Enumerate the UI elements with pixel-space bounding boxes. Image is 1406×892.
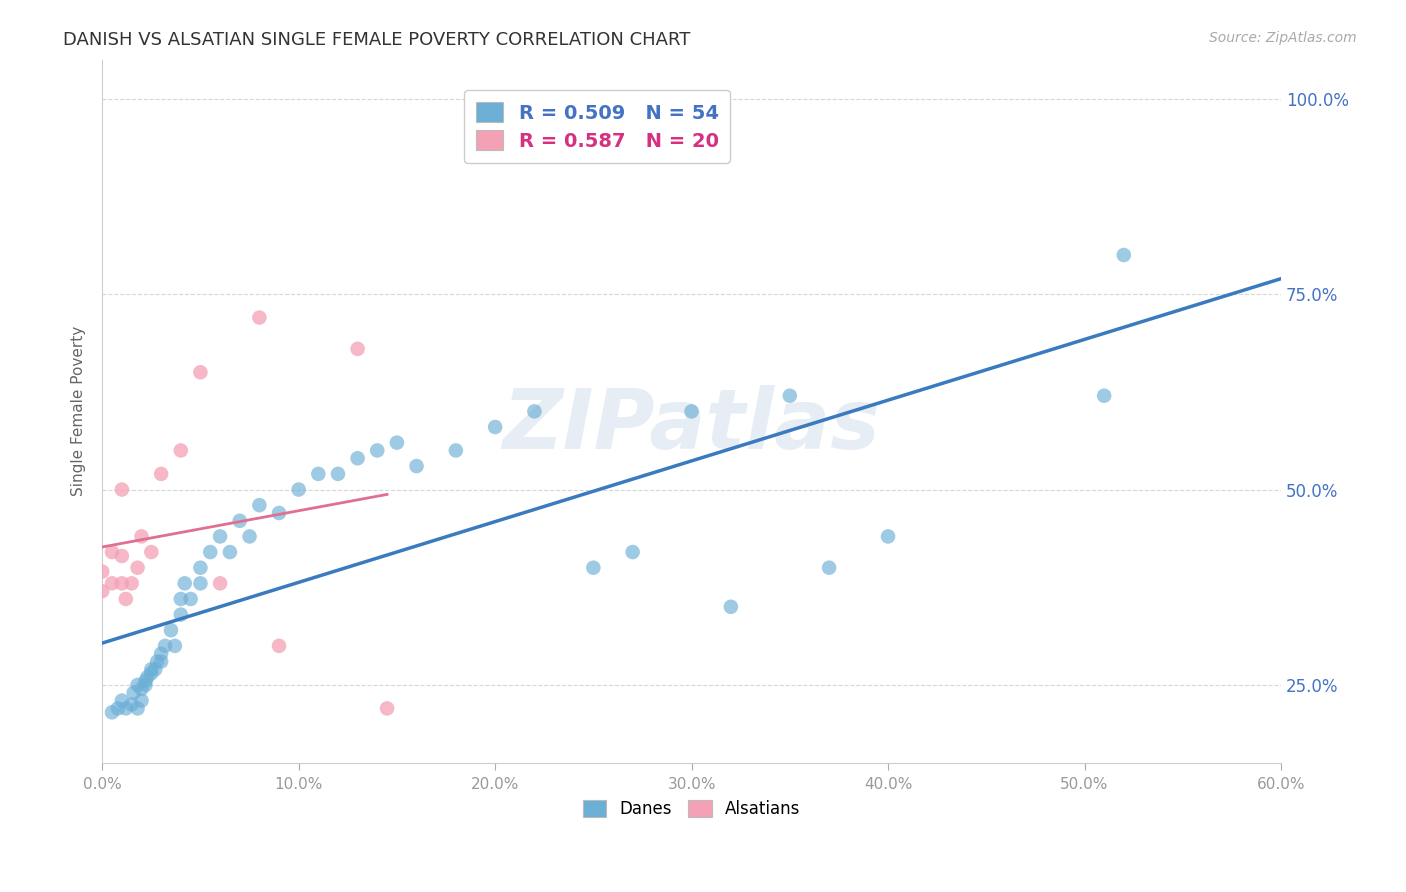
Point (190, 365, 212, 379)
Point (150, 647, 173, 661)
Point (779, 389, 801, 403)
Point (818, 560, 841, 574)
Point (114, 701, 136, 715)
Point (134, 674, 156, 689)
Point (209, 576, 232, 591)
Point (366, 443, 388, 458)
Point (346, 451, 368, 466)
Point (101, 576, 124, 591)
Text: DANISH VS ALSATIAN SINGLE FEMALE POVERTY CORRELATION CHART: DANISH VS ALSATIAN SINGLE FEMALE POVERTY… (63, 31, 690, 49)
Point (582, 560, 605, 574)
Point (190, 576, 212, 591)
Point (287, 483, 309, 497)
Point (209, 529, 232, 543)
Point (160, 624, 183, 638)
Point (111, 549, 134, 563)
Point (143, 662, 166, 676)
Point (247, 498, 270, 512)
Point (170, 591, 193, 606)
Point (111, 693, 134, 707)
Point (101, 706, 124, 720)
Point (163, 639, 186, 653)
Point (346, 342, 368, 356)
Point (91, 565, 114, 579)
Point (375, 701, 398, 715)
Point (1092, 389, 1115, 403)
Point (107, 701, 129, 715)
Point (385, 435, 408, 450)
Point (141, 545, 163, 559)
Point (146, 655, 169, 669)
Point (153, 639, 176, 653)
Point (131, 529, 153, 543)
Point (877, 529, 900, 543)
Point (136, 670, 159, 684)
Text: Source: ZipAtlas.com: Source: ZipAtlas.com (1209, 31, 1357, 45)
Point (131, 693, 153, 707)
Point (121, 698, 143, 712)
Point (180, 591, 202, 606)
Point (141, 662, 163, 676)
Point (247, 310, 270, 325)
Point (127, 560, 149, 574)
Point (111, 576, 134, 591)
Point (170, 443, 193, 458)
Point (170, 607, 193, 622)
Point (150, 655, 173, 669)
Point (134, 678, 156, 692)
Point (131, 681, 153, 696)
Point (484, 420, 506, 434)
Point (229, 514, 252, 528)
Point (141, 666, 163, 681)
Point (267, 506, 290, 520)
Point (1112, 248, 1135, 262)
Point (173, 576, 195, 591)
Point (621, 545, 644, 559)
Point (127, 701, 149, 715)
Point (267, 639, 290, 653)
Point (444, 443, 467, 458)
Point (121, 576, 143, 591)
Point (681, 404, 703, 418)
Point (405, 459, 427, 474)
Point (150, 467, 173, 481)
Point (200, 545, 222, 559)
Text: ZIPatlas: ZIPatlas (503, 385, 880, 466)
Point (720, 599, 742, 614)
Point (219, 545, 242, 559)
Point (101, 545, 124, 559)
Point (326, 467, 349, 481)
Point (127, 678, 149, 692)
Point (307, 467, 329, 481)
Point (91, 584, 114, 599)
Point (523, 404, 546, 418)
Legend: Danes, Alsatians: Danes, Alsatians (576, 794, 807, 825)
Point (238, 529, 260, 543)
Y-axis label: Single Female Poverty: Single Female Poverty (72, 326, 86, 497)
Point (122, 686, 145, 700)
Point (114, 591, 136, 606)
Point (111, 483, 134, 497)
Point (190, 560, 212, 574)
